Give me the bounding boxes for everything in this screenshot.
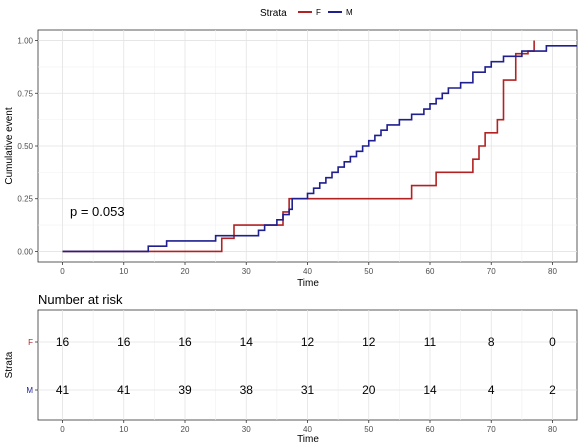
x-tick-label: 0 [60, 267, 65, 276]
risk-x-tick-label: 50 [364, 425, 373, 434]
risk-cell-f: 11 [424, 335, 437, 349]
risk-cell-f: 16 [178, 335, 192, 349]
risk-cell-m: 14 [423, 383, 437, 397]
risk-cell-m: 39 [178, 383, 192, 397]
legend-label-f: F [316, 8, 321, 17]
risk-x-label: Time [297, 434, 319, 445]
x-tick-label: 80 [548, 267, 557, 276]
legend: Strata F M [260, 8, 353, 19]
main-y-ticks: 0.00 0.25 0.50 0.75 1.00 [17, 37, 38, 256]
risk-cell-f: 14 [240, 335, 254, 349]
risk-cell-f: 16 [117, 335, 131, 349]
main-x-label: Time [297, 278, 319, 289]
x-tick-label: 40 [303, 267, 312, 276]
risk-x-tick-label: 30 [242, 425, 251, 434]
main-x-ticks: 0 10 20 30 40 50 60 70 80 [60, 262, 557, 276]
risk-x-tick-label: 40 [303, 425, 312, 434]
y-tick-label: 0.75 [17, 89, 33, 98]
risk-cell-m: 4 [488, 383, 495, 397]
risk-cell-m: 31 [301, 383, 315, 397]
main-plot: 0 10 20 30 40 50 60 70 80 0.00 0.25 0.50 0.75 1.00 C… [4, 29, 578, 289]
risk-cell-m: 41 [56, 383, 70, 397]
risk-x-tick-label: 70 [487, 425, 496, 434]
risk-y-tick-label-m: M [26, 386, 33, 395]
x-tick-label: 10 [119, 267, 128, 276]
risk-x-ticks: 0 10 20 30 40 50 60 70 80 [60, 420, 557, 434]
risk-grid [38, 310, 577, 420]
risk-cell-m: 2 [549, 383, 556, 397]
y-tick-label: 1.00 [17, 37, 33, 46]
y-tick-label: 0.25 [17, 195, 33, 204]
risk-x-tick-label: 80 [548, 425, 557, 434]
main-series [62, 40, 577, 253]
y-tick-label: 0.00 [17, 247, 33, 256]
series-line-m [62, 45, 577, 253]
risk-cells: 16 16 16 14 12 12 11 8 0 41 41 39 38 31 20 14 4 2 [56, 335, 556, 397]
risk-y-tick-label-f: F [28, 338, 33, 347]
risk-cell-f: 12 [362, 335, 376, 349]
risk-cell-f: 16 [56, 335, 70, 349]
risk-table-title: Number at risk [38, 292, 123, 307]
risk-y-ticks: FM [26, 338, 38, 395]
x-tick-label: 70 [487, 267, 496, 276]
risk-cell-f: 8 [488, 335, 495, 349]
x-tick-label: 30 [242, 267, 251, 276]
risk-y-label: Strata [4, 351, 15, 378]
risk-x-tick-label: 20 [181, 425, 190, 434]
risk-table: Number at risk 16 16 16 14 12 12 11 8 041 41 39 38 3… [4, 292, 578, 445]
risk-x-tick-label: 60 [426, 425, 435, 434]
y-tick-label: 0.50 [17, 142, 33, 151]
legend-label-m: M [346, 8, 353, 17]
risk-cell-f: 12 [301, 335, 315, 349]
x-tick-label: 60 [426, 267, 435, 276]
risk-cell-m: 38 [240, 383, 254, 397]
legend-title: Strata [260, 8, 287, 19]
x-tick-label: 20 [181, 267, 190, 276]
risk-x-tick-label: 0 [60, 425, 65, 434]
p-value-annotation: p = 0.053 [70, 204, 125, 219]
risk-cell-f: 0 [549, 335, 556, 349]
x-tick-label: 50 [364, 267, 373, 276]
risk-cell-m: 41 [117, 383, 131, 397]
risk-x-tick-label: 10 [119, 425, 128, 434]
risk-cell-m: 20 [362, 383, 376, 397]
main-y-label: Cumulative event [4, 107, 15, 184]
